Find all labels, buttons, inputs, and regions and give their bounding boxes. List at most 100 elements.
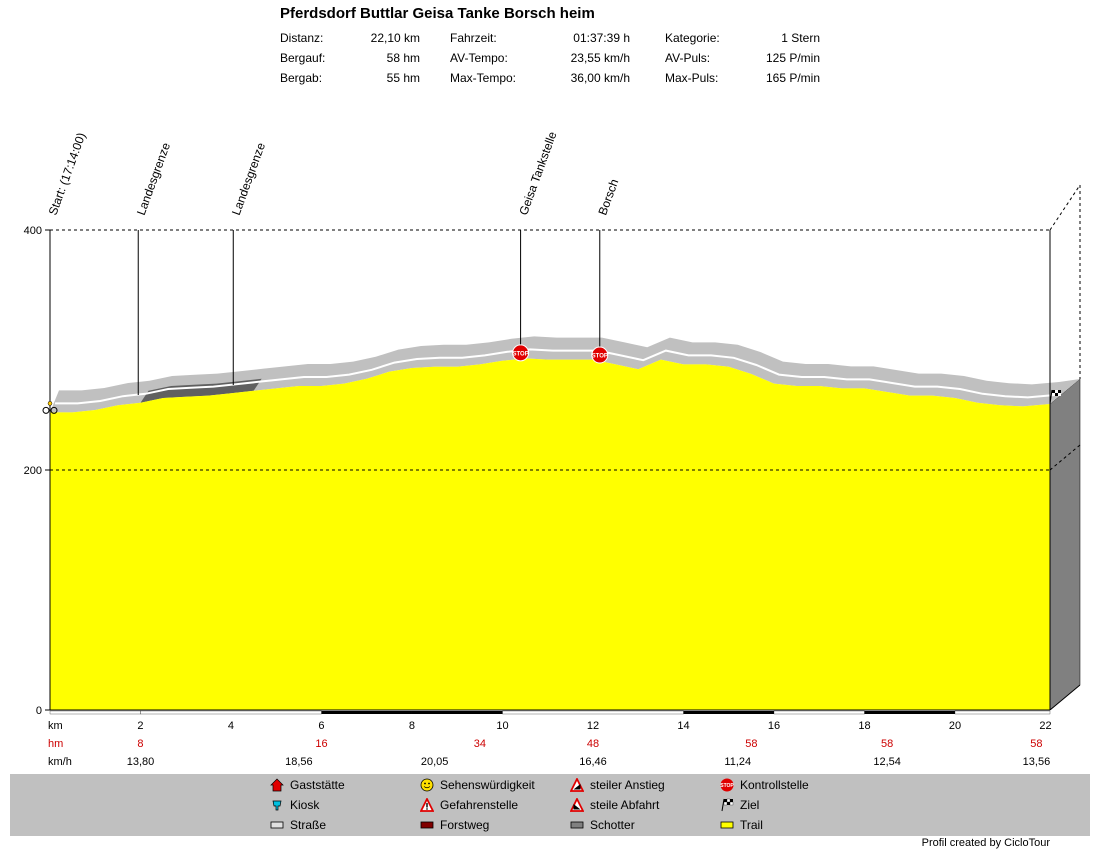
surface-segment xyxy=(502,710,684,715)
legend-item-trail: Trail xyxy=(720,818,763,832)
elevation-profile-chart: 0 200 400 km 2 4 6 8 10 12 14 16 18 20 22 hm 8 16 34 48 58 58… xyxy=(24,129,1081,768)
kmh-value: 18,56 xyxy=(285,756,313,768)
x-tick-label: 20 xyxy=(949,720,961,732)
stat-label: AV-Tempo: xyxy=(450,51,508,65)
x-tick-label: 2 xyxy=(137,720,143,732)
surface-segment xyxy=(683,711,774,714)
depth-line-mid xyxy=(1049,444,1081,471)
legend-label: steile Abfahrt xyxy=(590,798,660,812)
legend-label: Trail xyxy=(740,818,763,832)
surface-segment xyxy=(321,711,412,714)
y-tick-label: 0 xyxy=(36,705,42,717)
sehenswuerdigkeit-icon xyxy=(420,778,434,792)
stat-label: Bergab: xyxy=(280,71,323,85)
kmh-value: 20,05 xyxy=(421,756,449,768)
stat-value: 01:37:39 h xyxy=(573,31,630,45)
legend-item-gaststaette: Gaststätte xyxy=(270,778,345,792)
legend-label: Kontrollstelle xyxy=(740,778,809,792)
forstweg-icon xyxy=(420,821,434,829)
legend-label: Kiosk xyxy=(290,798,320,812)
trail-icon xyxy=(720,821,734,829)
stat-value: 23,55 km/h xyxy=(570,51,630,65)
hm-value: 58 xyxy=(745,738,757,750)
finish-flag-cell xyxy=(1055,393,1058,396)
hm-value: 16 xyxy=(315,738,327,750)
profile-title: Pferdsdorf Buttlar Geisa Tanke Borsch he… xyxy=(280,5,595,22)
stat-value: 125 P/min xyxy=(765,51,820,65)
finish-flag-cell xyxy=(1055,390,1058,393)
legend-item-ziel: Ziel xyxy=(720,798,759,812)
stat-label: Distanz: xyxy=(280,31,324,45)
finish-flag-pole xyxy=(1049,389,1053,405)
legend-item-strasse: Straße xyxy=(270,818,326,832)
finish-flag-cell xyxy=(1052,393,1055,396)
x-tick-label: 14 xyxy=(677,720,689,732)
stat-value: 55 hm xyxy=(386,71,420,85)
schotter-icon xyxy=(570,821,584,829)
x-tick-label: 8 xyxy=(409,720,415,732)
finish-flag-cell xyxy=(1058,390,1061,393)
legend-item-kontrollstelle: STOP Kontrollstelle xyxy=(720,778,809,792)
waypoint-label: Landesgrenze xyxy=(134,140,173,217)
legend-label: Forstweg xyxy=(440,818,490,832)
hm-value: 8 xyxy=(137,738,143,750)
y-tick-label: 400 xyxy=(24,225,42,237)
stat-label: Fahrzeit: xyxy=(450,31,497,45)
y-tick-label: 200 xyxy=(24,465,42,477)
hm-value: 34 xyxy=(474,738,486,750)
stat-value: 22,10 km xyxy=(370,31,420,45)
hm-value: 48 xyxy=(587,738,599,750)
finish-flag-cell xyxy=(1052,390,1055,393)
hm-value: 58 xyxy=(1030,738,1042,750)
steile-abfahrt-icon xyxy=(570,798,584,812)
stat-label: Bergauf: xyxy=(280,51,326,65)
profile-track-line xyxy=(55,348,1056,405)
bike-icon-wheel xyxy=(42,406,50,414)
hm-value: 58 xyxy=(881,738,893,750)
legend-item-kiosk: Kiosk xyxy=(270,798,319,812)
surface-segment xyxy=(773,710,865,715)
x-tick-label: 6 xyxy=(318,720,324,732)
legend-label: Gaststätte xyxy=(290,778,345,792)
stop-icon xyxy=(512,344,530,362)
kmh-value: 16,46 xyxy=(579,756,607,768)
surface-segment xyxy=(140,710,322,715)
x-tick-label: 4 xyxy=(228,720,234,732)
profile-area xyxy=(50,358,1050,710)
svg-text:STOP: STOP xyxy=(720,783,734,789)
x-tick-label: 12 xyxy=(587,720,599,732)
x-tick-label: 18 xyxy=(858,720,870,732)
stat-value: 58 hm xyxy=(386,51,420,65)
finish-flag-icon xyxy=(1049,389,1061,405)
stop-icon-text: STOP xyxy=(512,351,528,357)
stop-icon xyxy=(591,346,609,364)
ziel-icon xyxy=(721,798,734,812)
x-tick-label: 16 xyxy=(768,720,780,732)
waypoint-label: Borsch xyxy=(595,177,621,217)
legend-item-schotter: Schotter xyxy=(570,818,635,832)
legend-item-gefahrenstelle: Gefahrenstelle xyxy=(420,798,518,812)
legend-label: Schotter xyxy=(590,818,635,832)
legend-label: Ziel xyxy=(740,798,760,812)
legend: Gaststätte Kiosk Straße Sehenswürdigkeit Gef… xyxy=(10,774,1090,836)
hm-row-label: hm xyxy=(48,738,63,750)
x-tick-label: 10 xyxy=(496,720,508,732)
waypoint-label: Geisa Tankstelle xyxy=(516,129,559,217)
stat-label: Max-Tempo: xyxy=(450,71,517,85)
stop-icon-text: STOP xyxy=(592,354,608,360)
surface-segment xyxy=(411,711,503,714)
legend-label: Sehenswürdigkeit xyxy=(440,778,535,792)
gefahrenstelle-icon xyxy=(420,798,434,812)
legend-item-steile-abfahrt: steile Abfahrt xyxy=(570,798,659,812)
depth-line-top xyxy=(1049,184,1081,231)
legend-label: steiler Anstieg xyxy=(590,778,665,792)
waypoint-label: Landesgrenze xyxy=(229,140,268,217)
footer-credit: Profil created by CicloTour xyxy=(921,837,1050,849)
stat-value: 36,00 km/h xyxy=(570,71,630,85)
stat-label: Kategorie: xyxy=(665,31,720,45)
legend-item-steiler-anstieg: steiler Anstieg xyxy=(570,778,665,792)
kmh-value: 12,54 xyxy=(873,756,901,768)
kmh-value: 13,80 xyxy=(127,756,155,768)
depth-line-bottom xyxy=(1049,684,1081,711)
legend-label: Gefahrenstelle xyxy=(440,798,519,812)
